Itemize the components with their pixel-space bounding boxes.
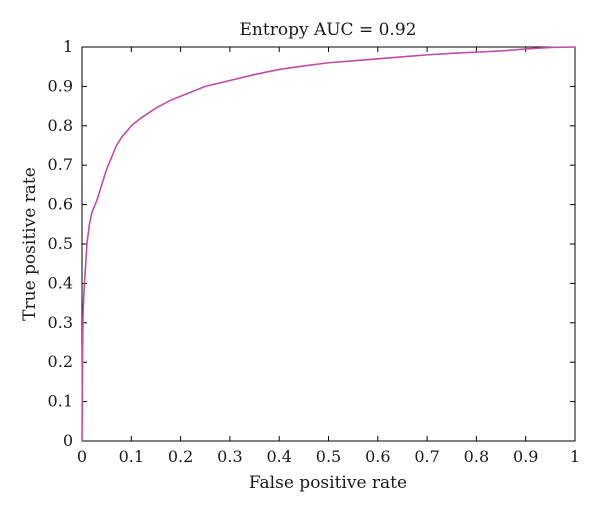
plot-frame <box>81 46 576 442</box>
x-tick-label-9: 0.9 <box>513 447 538 466</box>
x-tick-label-0: 0 <box>77 447 87 466</box>
y-axis-label: True positive rate <box>20 167 40 321</box>
y-tick-label-7: 0.7 <box>48 155 73 174</box>
y-tick-label-0: 0 <box>63 431 73 450</box>
y-axis-ticks: 0 0.1 0.2 0.3 0.4 0.5 0.6 0.7 0.8 0.9 1 <box>48 37 575 450</box>
y-tick-label-6: 0.6 <box>48 195 73 214</box>
x-tick-label-3: 0.3 <box>217 447 242 466</box>
y-tick-label-3: 0.3 <box>48 313 73 332</box>
x-tick-label-2: 0.2 <box>168 447 193 466</box>
x-tick-label-5: 0.5 <box>316 447 341 466</box>
y-tick-label-1: 0.1 <box>48 392 73 411</box>
y-tick-label-10: 1 <box>63 37 73 56</box>
x-tick-label-10: 1 <box>570 447 580 466</box>
roc-curve <box>81 46 576 442</box>
chart-title: Entropy AUC = 0.92 <box>240 20 417 40</box>
x-tick-label-6: 0.6 <box>365 447 390 466</box>
x-axis-ticks: 0 0.1 0.2 0.3 0.4 0.5 0.6 0.7 0.8 0.9 1 <box>77 47 580 466</box>
y-tick-label-8: 0.8 <box>48 116 73 135</box>
y-tick-label-4: 0.4 <box>48 273 73 292</box>
x-axis-label: False positive rate <box>249 473 407 493</box>
x-tick-label-1: 0.1 <box>119 447 144 466</box>
x-tick-label-4: 0.4 <box>266 447 291 466</box>
x-tick-label-7: 0.7 <box>414 447 439 466</box>
x-tick-label-8: 0.8 <box>464 447 489 466</box>
y-tick-label-5: 0.5 <box>48 234 73 253</box>
y-tick-label-9: 0.9 <box>48 76 73 95</box>
y-tick-label-2: 0.2 <box>48 352 73 371</box>
